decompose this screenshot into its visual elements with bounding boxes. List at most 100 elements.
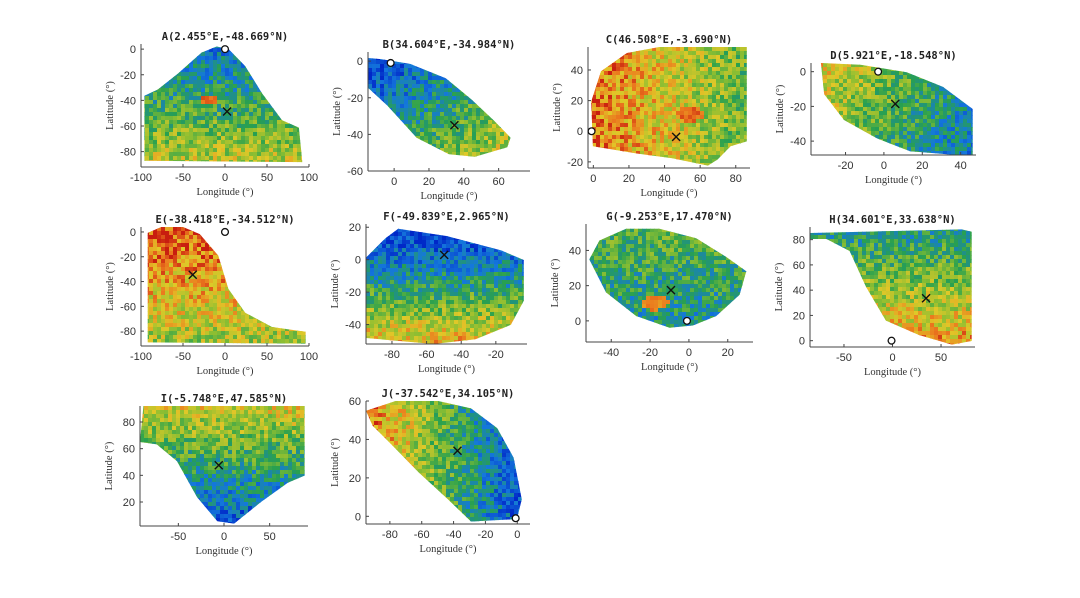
y-tick-label-i: 60 — [123, 444, 135, 456]
x-axis-label-c: Longitude (°) — [641, 188, 698, 199]
y-tick-label-a: -80 — [120, 147, 136, 159]
circle-marker-a — [220, 45, 230, 54]
x-tick-label-h: 0 — [889, 352, 895, 364]
y-tick-label-c: 0 — [577, 126, 583, 138]
panel-title-d: D(5.921°E,-18.548°N) — [830, 50, 956, 62]
y-axis-label-c: Latitude (°) — [552, 83, 563, 132]
x-tick-label-d: -20 — [838, 160, 854, 172]
y-tick-label-d: 0 — [800, 67, 806, 79]
circle-marker-h — [887, 336, 896, 345]
circle-marker-j — [511, 514, 520, 523]
y-axis-label-e: Latitude (°) — [105, 262, 116, 311]
x-tick-label-j: -40 — [446, 529, 462, 541]
y-tick-label-i: 80 — [123, 417, 135, 429]
x-tick-label-f: -80 — [384, 349, 400, 361]
circle-marker-g — [682, 316, 692, 325]
x-tick-label-g: 0 — [686, 347, 692, 359]
panel-title-a: A(2.455°E,-48.669°N) — [162, 31, 288, 43]
heatmap-cloud-h — [810, 229, 972, 345]
x-tick-label-e: -50 — [175, 351, 191, 363]
panel-g: -40 -20 0 20 40 20 0 G(-9.253°E,17.470°N) Longit… — [550, 211, 753, 373]
cross-marker-d — [890, 99, 900, 109]
x-tick-label-c: 60 — [694, 173, 706, 185]
x-axis-label-j: Longitude (°) — [420, 544, 477, 555]
panel-title-j: J(-37.542°E,34.105°N) — [382, 388, 515, 400]
y-tick-label-j: 20 — [349, 473, 361, 485]
panel-h: -50 0 50 80 60 40 20 0 H(34.601°E,33.638°N) Longi… — [774, 214, 975, 378]
y-axis-label-b: Latitude (°) — [332, 87, 343, 136]
cross-marker-f — [439, 250, 449, 260]
panel-d: -20 0 20 40 0 -20 -40 D(5.921°E,-18.548°N) Longi… — [775, 50, 976, 186]
x-tick-label-e: 50 — [261, 351, 273, 363]
x-axis-label-b: Longitude (°) — [421, 191, 478, 202]
panel-title-g: G(-9.253°E,17.470°N) — [606, 211, 732, 223]
panel-b: 0 20 40 60 0 -20 -40 -60 B(34.604°E,-34.984°N) Lo… — [332, 39, 530, 202]
x-tick-label-f: -40 — [453, 349, 469, 361]
x-tick-label-a: -100 — [130, 172, 152, 184]
y-tick-label-f: -20 — [345, 287, 361, 299]
x-tick-label-j: -60 — [414, 529, 430, 541]
panel-e: -100 -50 0 50 100 0 -20 -40 -60 -80 E(-38.418°E,-3… — [105, 214, 318, 377]
x-tick-label-b: 60 — [493, 176, 505, 188]
x-tick-label-j: -20 — [477, 529, 493, 541]
heatmap-cloud-e — [147, 227, 306, 344]
y-tick-label-g: 40 — [569, 245, 581, 257]
y-tick-label-h: 40 — [793, 285, 805, 297]
x-axis-label-i: Longitude (°) — [196, 546, 253, 557]
y-tick-label-e: -60 — [120, 301, 136, 313]
x-tick-label-b: 40 — [458, 176, 470, 188]
x-tick-label-a: -50 — [175, 172, 191, 184]
circle-marker-c — [587, 127, 596, 136]
panel-title-c: C(46.508°E,-3.690°N) — [606, 34, 732, 46]
y-tick-label-d: -20 — [790, 101, 806, 113]
x-tick-label-a: 0 — [222, 172, 228, 184]
x-tick-label-d: 0 — [881, 160, 887, 172]
x-tick-label-e: 0 — [222, 351, 228, 363]
panel-i: -50 0 50 80 60 40 20 I(-5.748°E,47.585°N) Longit… — [104, 393, 308, 557]
x-tick-label-g: 20 — [722, 347, 734, 359]
cross-marker-h — [921, 293, 931, 303]
x-axis-label-h: Longitude (°) — [864, 367, 921, 378]
y-tick-label-b: 0 — [357, 56, 363, 68]
x-tick-label-j: 0 — [514, 529, 520, 541]
heatmap-cloud-a — [144, 46, 303, 163]
x-tick-label-b: 20 — [423, 176, 435, 188]
x-tick-label-d: 40 — [955, 160, 967, 172]
heatmap-cloud-b — [368, 58, 511, 157]
y-tick-label-h: 60 — [793, 260, 805, 272]
x-tick-label-d: 20 — [916, 160, 928, 172]
y-tick-label-a: -40 — [120, 95, 136, 107]
x-tick-label-h: 50 — [935, 352, 947, 364]
x-tick-label-i: 0 — [221, 531, 227, 543]
y-tick-label-e: -40 — [120, 277, 136, 289]
x-tick-label-c: 0 — [590, 173, 596, 185]
x-tick-label-g: -20 — [642, 347, 658, 359]
x-axis-label-a: Longitude (°) — [197, 187, 254, 198]
y-tick-label-b: -40 — [347, 129, 363, 141]
y-axis-label-h: Latitude (°) — [774, 262, 785, 311]
x-tick-label-c: 80 — [730, 173, 742, 185]
y-tick-label-i: 40 — [123, 470, 135, 482]
y-tick-label-c: 20 — [571, 96, 583, 108]
cross-marker-b — [449, 120, 459, 130]
y-tick-label-h: 80 — [793, 235, 805, 247]
x-tick-label-g: -40 — [603, 347, 619, 359]
heatmap-cloud-g — [589, 228, 747, 328]
circle-marker-b — [386, 58, 395, 68]
heatmap-cloud-f — [366, 228, 524, 344]
cross-marker-i — [214, 460, 224, 470]
panel-title-h: H(34.601°E,33.638°N) — [829, 214, 955, 226]
y-tick-label-a: -60 — [120, 121, 136, 133]
y-tick-label-h: 0 — [799, 336, 805, 348]
cross-marker-e — [188, 270, 198, 280]
cross-marker-j — [452, 446, 462, 456]
circle-marker-e — [220, 227, 230, 237]
panel-j: -80 -60 -40 -20 0 60 40 20 0 J(-37.542°E,34.105°N… — [330, 388, 530, 555]
x-tick-label-a: 100 — [300, 172, 318, 184]
y-tick-label-f: 0 — [355, 255, 361, 267]
y-tick-label-c: 40 — [571, 65, 583, 77]
panel-title-f: F(-49.839°E,2.965°N) — [383, 211, 509, 223]
x-axis-label-g: Longitude (°) — [641, 362, 698, 373]
y-tick-label-f: -40 — [345, 320, 361, 332]
